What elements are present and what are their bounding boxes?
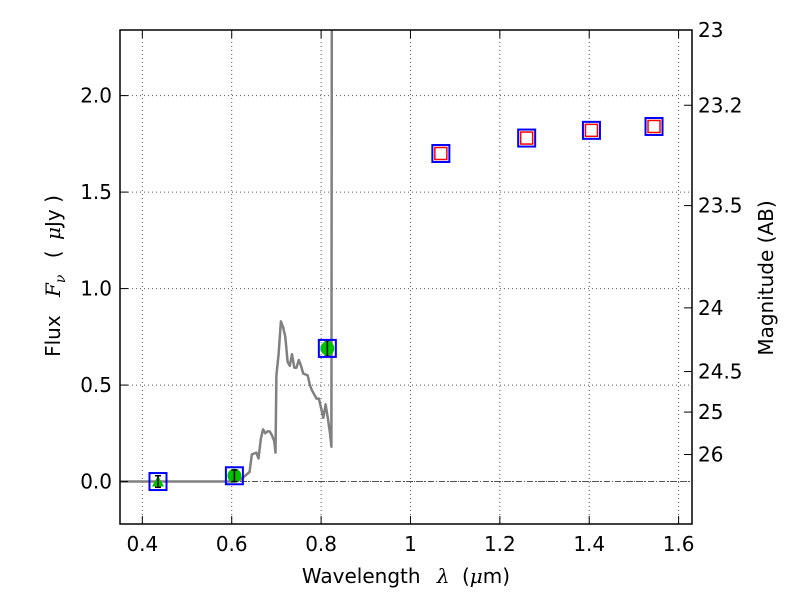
x-tick-label: 0.8 [305, 532, 337, 556]
x-tick-label: 0.4 [126, 532, 158, 556]
data-points [148, 116, 664, 492]
right-tick-label: 26 [698, 443, 723, 467]
x-tick-label: 1 [404, 532, 417, 556]
y-axis-label: Flux Fν ( μJy ) [41, 195, 70, 357]
right-tick-label: 24 [698, 296, 723, 320]
sed-curve [120, 29, 334, 483]
y-tick-label: 1.0 [80, 277, 112, 301]
model-square-marker [431, 144, 451, 163]
upper-limit-marker [584, 123, 599, 138]
x-tick-label: 1.6 [663, 532, 695, 556]
right-tick-label: 23.2 [698, 93, 743, 117]
upper-limit-marker [519, 131, 534, 145]
model-square-marker [517, 128, 537, 148]
upper-limit-marker [434, 146, 448, 161]
axis-ticks: 0.4 0.6 0.8 1 1.2 1.4 1.6 0.0 0.5 1.0 1.5 2.0 23 23.2… [80, 18, 742, 556]
model-square-marker [581, 120, 601, 140]
upper-limit-marker [647, 119, 661, 134]
model-square-marker [317, 338, 337, 358]
right-tick-label: 24.5 [698, 360, 743, 384]
x-tick-label: 0.6 [216, 532, 248, 556]
grid [120, 30, 692, 524]
y-tick-label: 0.0 [80, 470, 112, 494]
right-tick-label: 23.5 [698, 194, 743, 218]
plot-frame [119, 29, 693, 525]
y-tick-label: 2.0 [80, 84, 112, 108]
sed-model-curve-group [120, 29, 334, 483]
model-square-marker [148, 472, 168, 492]
model-square-marker [224, 466, 244, 486]
x-tick-label: 1.2 [484, 532, 516, 556]
y-tick-label: 0.5 [80, 373, 112, 397]
y-right-axis-label: Magnitude (AB) [754, 200, 778, 355]
y-tick-label: 1.5 [80, 180, 112, 204]
x-axis-label: Wavelength λ (μm) [302, 564, 510, 588]
right-tick-label: 23 [698, 18, 723, 42]
model-square-marker [644, 116, 664, 136]
right-tick-label: 25 [698, 400, 723, 424]
x-tick-label: 1.4 [573, 532, 605, 556]
